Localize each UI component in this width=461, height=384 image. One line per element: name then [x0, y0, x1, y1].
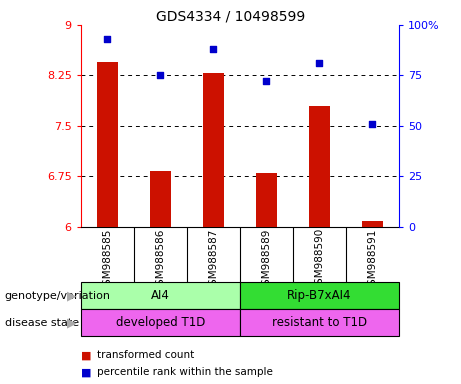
- Point: [209, 46, 217, 52]
- Text: GSM988586: GSM988586: [155, 228, 165, 291]
- Bar: [255, 174, 277, 227]
- Text: ■: ■: [81, 350, 91, 360]
- Bar: [240, 282, 399, 309]
- Point: [315, 60, 323, 66]
- Text: Rip-B7xAI4: Rip-B7xAI4: [287, 289, 351, 302]
- Text: ■: ■: [81, 367, 91, 377]
- Text: GSM988585: GSM988585: [102, 228, 112, 291]
- Bar: [240, 309, 399, 336]
- Point: [262, 78, 270, 84]
- Bar: [81, 282, 240, 309]
- Text: percentile rank within the sample: percentile rank within the sample: [97, 367, 273, 377]
- Point: [368, 121, 376, 127]
- Text: GSM988589: GSM988589: [261, 228, 271, 291]
- Text: GSM988587: GSM988587: [208, 228, 218, 291]
- Text: disease state: disease state: [5, 318, 79, 328]
- Text: ▶: ▶: [67, 289, 76, 302]
- Point: [156, 72, 164, 78]
- Text: transformed count: transformed count: [97, 350, 194, 360]
- Bar: [81, 309, 240, 336]
- Bar: [149, 171, 171, 227]
- Text: resistant to T1D: resistant to T1D: [272, 316, 367, 329]
- Text: AI4: AI4: [151, 289, 170, 302]
- Bar: [203, 73, 224, 227]
- Text: developed T1D: developed T1D: [116, 316, 205, 329]
- Bar: [308, 106, 330, 227]
- Point: [103, 36, 111, 42]
- Bar: [361, 221, 383, 227]
- Text: ▶: ▶: [67, 316, 76, 329]
- Text: GSM988590: GSM988590: [314, 228, 324, 291]
- Bar: [96, 62, 118, 227]
- Text: GSM988591: GSM988591: [367, 228, 377, 291]
- Text: genotype/variation: genotype/variation: [5, 291, 111, 301]
- Text: GDS4334 / 10498599: GDS4334 / 10498599: [156, 10, 305, 23]
